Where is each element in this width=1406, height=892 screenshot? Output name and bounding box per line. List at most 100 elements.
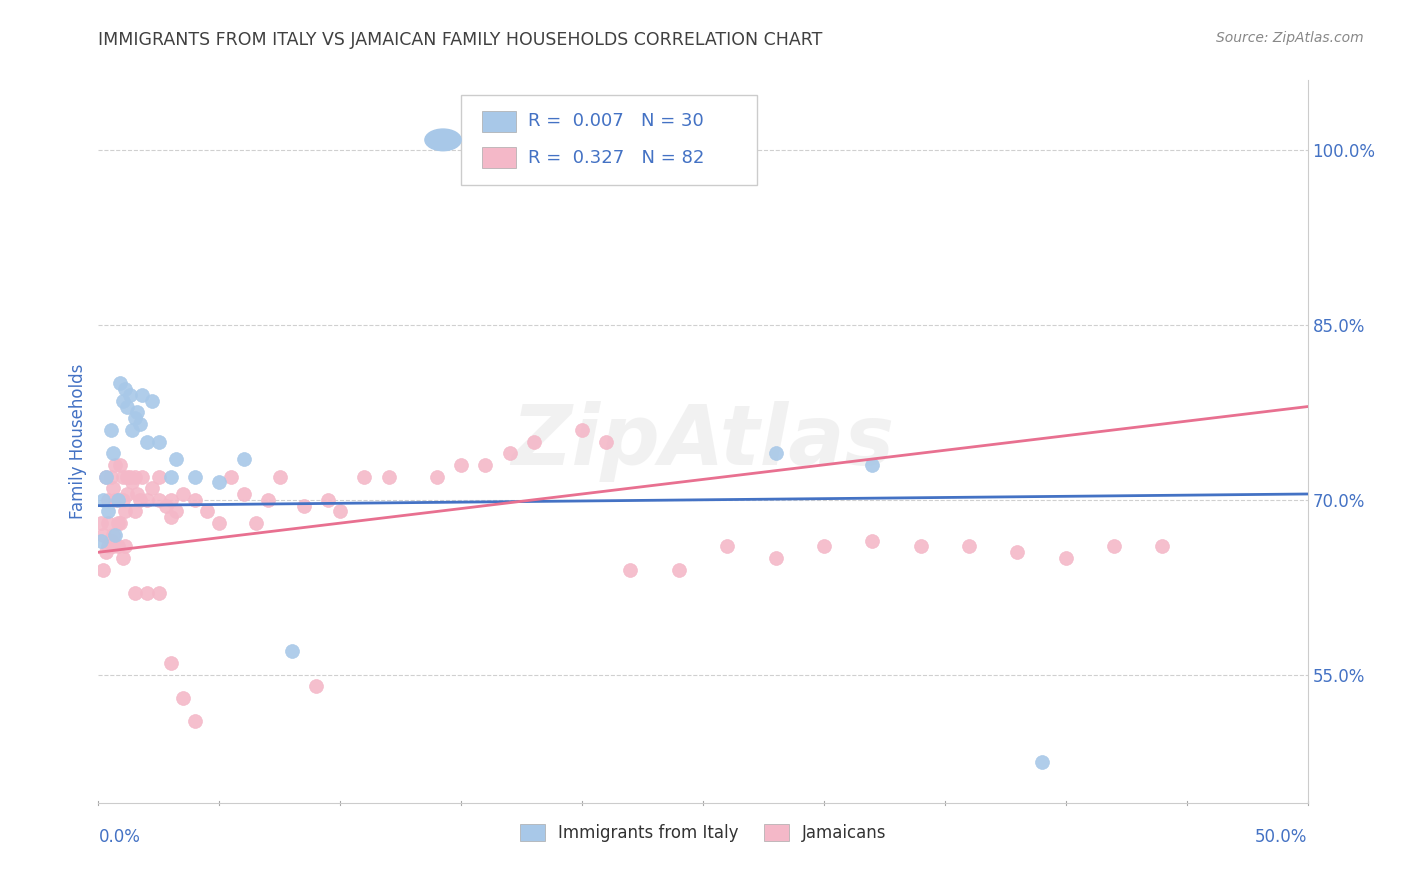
Point xyxy=(124,586,146,600)
Point xyxy=(128,492,150,507)
Point xyxy=(111,469,134,483)
Point xyxy=(329,504,352,518)
Point xyxy=(94,545,117,559)
Point xyxy=(111,551,134,566)
Point xyxy=(165,504,187,518)
Point xyxy=(107,492,129,507)
Point xyxy=(101,446,124,460)
Point xyxy=(121,423,143,437)
Point xyxy=(101,540,124,554)
Point xyxy=(208,475,231,490)
Point xyxy=(172,690,194,705)
Point xyxy=(121,475,143,490)
Point xyxy=(281,644,304,658)
Point xyxy=(1007,545,1029,559)
FancyBboxPatch shape xyxy=(461,95,758,185)
Point xyxy=(127,487,149,501)
Text: IMMIGRANTS FROM ITALY VS JAMAICAN FAMILY HOUSEHOLDS CORRELATION CHART: IMMIGRANTS FROM ITALY VS JAMAICAN FAMILY… xyxy=(98,31,823,49)
Point xyxy=(148,469,170,483)
Point xyxy=(256,492,278,507)
FancyBboxPatch shape xyxy=(482,147,516,168)
Point xyxy=(160,492,183,507)
Point xyxy=(100,469,122,483)
Point xyxy=(292,499,315,513)
Point xyxy=(108,458,131,472)
Point xyxy=(107,492,129,507)
Point xyxy=(117,400,139,414)
Point xyxy=(165,452,187,467)
Point xyxy=(1031,755,1053,769)
Point xyxy=(118,388,141,402)
Point xyxy=(101,528,124,542)
Point xyxy=(128,417,150,431)
Point xyxy=(474,458,496,472)
Point xyxy=(172,487,194,501)
Point xyxy=(124,504,146,518)
Point xyxy=(957,540,980,554)
Point xyxy=(184,492,207,507)
Point xyxy=(523,434,546,449)
Point xyxy=(97,516,120,530)
Point xyxy=(316,492,339,507)
Point xyxy=(91,563,114,577)
Point xyxy=(101,481,124,495)
Legend: Immigrants from Italy, Jamaicans: Immigrants from Italy, Jamaicans xyxy=(513,817,893,848)
FancyBboxPatch shape xyxy=(482,112,516,132)
Point xyxy=(765,551,787,566)
Point xyxy=(141,481,163,495)
Point xyxy=(97,540,120,554)
Point xyxy=(221,469,243,483)
Point xyxy=(668,563,690,577)
Point xyxy=(184,714,207,729)
Point xyxy=(450,458,472,472)
Point xyxy=(160,656,183,670)
Point xyxy=(104,528,127,542)
Point xyxy=(117,487,139,501)
Point xyxy=(90,533,112,548)
Point xyxy=(269,469,291,483)
Point xyxy=(148,492,170,507)
Point xyxy=(124,411,146,425)
Point xyxy=(104,458,127,472)
Point xyxy=(232,452,254,467)
Point xyxy=(117,469,139,483)
Point xyxy=(305,679,328,693)
Point xyxy=(208,516,231,530)
Point xyxy=(127,405,149,419)
Point xyxy=(104,492,127,507)
Point xyxy=(118,469,141,483)
Text: ZipAtlas: ZipAtlas xyxy=(512,401,894,482)
Point xyxy=(232,487,254,501)
Point xyxy=(148,434,170,449)
Point xyxy=(108,516,131,530)
Point xyxy=(426,469,449,483)
Point xyxy=(148,586,170,600)
Point xyxy=(184,469,207,483)
Point xyxy=(94,469,117,483)
Point xyxy=(160,469,183,483)
Point xyxy=(571,423,593,437)
Point xyxy=(111,393,134,408)
Point xyxy=(195,504,218,518)
Point xyxy=(100,533,122,548)
Point xyxy=(353,469,375,483)
Point xyxy=(1054,551,1077,566)
Point xyxy=(619,563,641,577)
Point xyxy=(141,393,163,408)
Point xyxy=(114,540,136,554)
Text: Source: ZipAtlas.com: Source: ZipAtlas.com xyxy=(1216,31,1364,45)
Point xyxy=(107,516,129,530)
Point xyxy=(107,540,129,554)
Point xyxy=(910,540,932,554)
Text: 50.0%: 50.0% xyxy=(1256,828,1308,846)
Point xyxy=(135,434,157,449)
Circle shape xyxy=(425,129,461,151)
Point xyxy=(100,423,122,437)
Text: R =  0.007   N = 30: R = 0.007 N = 30 xyxy=(527,112,703,130)
Point xyxy=(91,492,114,507)
Text: R =  0.327   N = 82: R = 0.327 N = 82 xyxy=(527,149,704,167)
Point xyxy=(1152,540,1174,554)
Point xyxy=(135,492,157,507)
Point xyxy=(114,504,136,518)
Point xyxy=(595,434,617,449)
